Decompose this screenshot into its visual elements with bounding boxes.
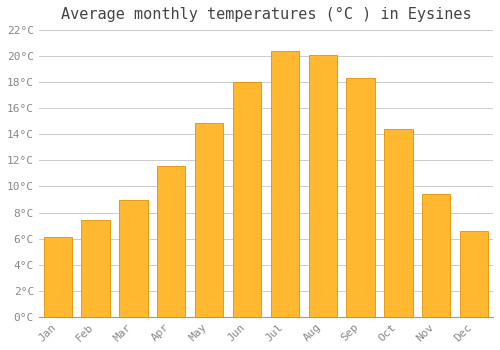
Bar xyxy=(460,231,488,317)
Bar xyxy=(233,82,261,317)
Bar xyxy=(346,78,375,317)
Bar xyxy=(119,199,148,317)
Bar xyxy=(82,220,110,317)
Bar xyxy=(422,194,450,317)
Bar xyxy=(384,129,412,317)
Bar xyxy=(44,237,72,317)
Bar xyxy=(270,51,299,317)
Title: Average monthly temperatures (°C ) in Eysines: Average monthly temperatures (°C ) in Ey… xyxy=(60,7,471,22)
Bar xyxy=(195,122,224,317)
Bar xyxy=(308,55,337,317)
Bar xyxy=(157,166,186,317)
